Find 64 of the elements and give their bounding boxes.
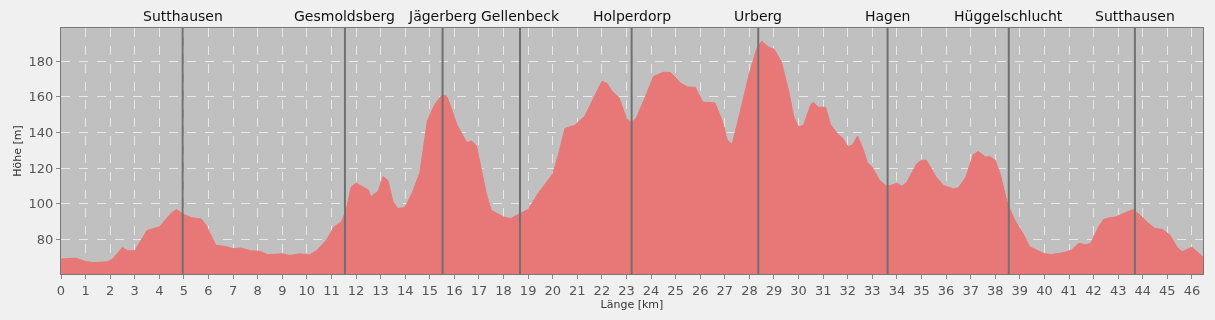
y-tick-label: 160: [28, 89, 54, 105]
x-tick-label: 21: [569, 282, 586, 298]
ref-line-label: Jägerberg: [408, 8, 477, 24]
x-tick-label: 10: [298, 282, 316, 298]
x-tick-label: 28: [741, 282, 758, 298]
y-tick-label: 120: [28, 160, 54, 176]
x-tick-label: 24: [642, 282, 660, 298]
x-tick-label: 1: [81, 282, 90, 298]
x-tick-label: 29: [765, 282, 783, 298]
y-tick-label: 140: [28, 124, 54, 140]
x-tick-label: 31: [814, 282, 832, 298]
x-tick-label: 38: [986, 282, 1004, 298]
x-tick-label: 27: [716, 282, 734, 298]
x-tick-label: 12: [347, 282, 365, 298]
x-tick-label: 17: [470, 282, 488, 298]
x-tick-label: 14: [396, 282, 414, 298]
x-tick-label: 44: [1134, 282, 1152, 298]
ref-line-label: Holperdorp: [593, 8, 672, 24]
x-tick-label: 15: [421, 282, 439, 298]
x-tick-label: 35: [913, 282, 930, 298]
ref-line-label: Hüggelschlucht: [954, 8, 1063, 24]
x-tick-label: 39: [1011, 282, 1029, 298]
ref-line-label: Sutthausen: [1095, 8, 1175, 24]
x-tick-label: 41: [1060, 282, 1078, 298]
x-tick-label: 13: [372, 282, 389, 298]
x-tick-label: 4: [155, 282, 164, 298]
x-tick-label: 23: [618, 282, 635, 298]
x-tick-label: 5: [179, 282, 189, 298]
x-tick-label: 46: [1183, 282, 1201, 298]
x-tick-label: 6: [204, 282, 213, 298]
x-tick-label: 9: [278, 282, 287, 298]
x-tick-label: 43: [1109, 282, 1127, 298]
x-tick-label: 20: [544, 282, 561, 298]
y-tick-label: 180: [28, 53, 54, 69]
x-tick-label: 34: [888, 282, 906, 298]
x-tick-label: 42: [1085, 282, 1102, 298]
ref-line-label: Urberg: [734, 8, 782, 24]
ref-line-label: Hagen: [865, 8, 911, 24]
x-tick-label: 8: [253, 282, 262, 298]
x-tick-label: 22: [593, 282, 611, 298]
ref-line-label: Gesmoldsberg: [294, 8, 395, 24]
x-axis-title: Länge [km]: [600, 297, 664, 311]
x-tick-label: 11: [323, 282, 340, 298]
x-tick-label: 45: [1159, 282, 1176, 298]
x-tick-label: 32: [839, 282, 857, 298]
x-tick-label: 19: [519, 282, 537, 298]
x-tick-label: 36: [937, 282, 955, 298]
y-tick-label: 80: [36, 231, 54, 247]
x-tick-label: 7: [228, 282, 238, 298]
x-tick-label: 33: [864, 282, 881, 298]
x-tick-label: 16: [446, 282, 463, 298]
ref-line-label: Gellenbeck: [481, 8, 560, 24]
x-tick-label: 37: [962, 282, 979, 298]
y-tick-label: 100: [28, 196, 54, 212]
x-tick-label: 18: [495, 282, 512, 298]
y-axis-title: Höhe [m]: [11, 125, 25, 177]
x-tick-label: 25: [667, 282, 684, 298]
x-tick-label: 26: [691, 282, 709, 298]
x-tick-label: 40: [1036, 282, 1053, 298]
x-tick-label: 30: [790, 282, 807, 298]
x-tick-label: 0: [56, 282, 66, 298]
x-tick-label: 3: [130, 282, 139, 298]
ref-line-label: Sutthausen: [143, 8, 223, 24]
x-tick-label: 2: [106, 282, 115, 298]
